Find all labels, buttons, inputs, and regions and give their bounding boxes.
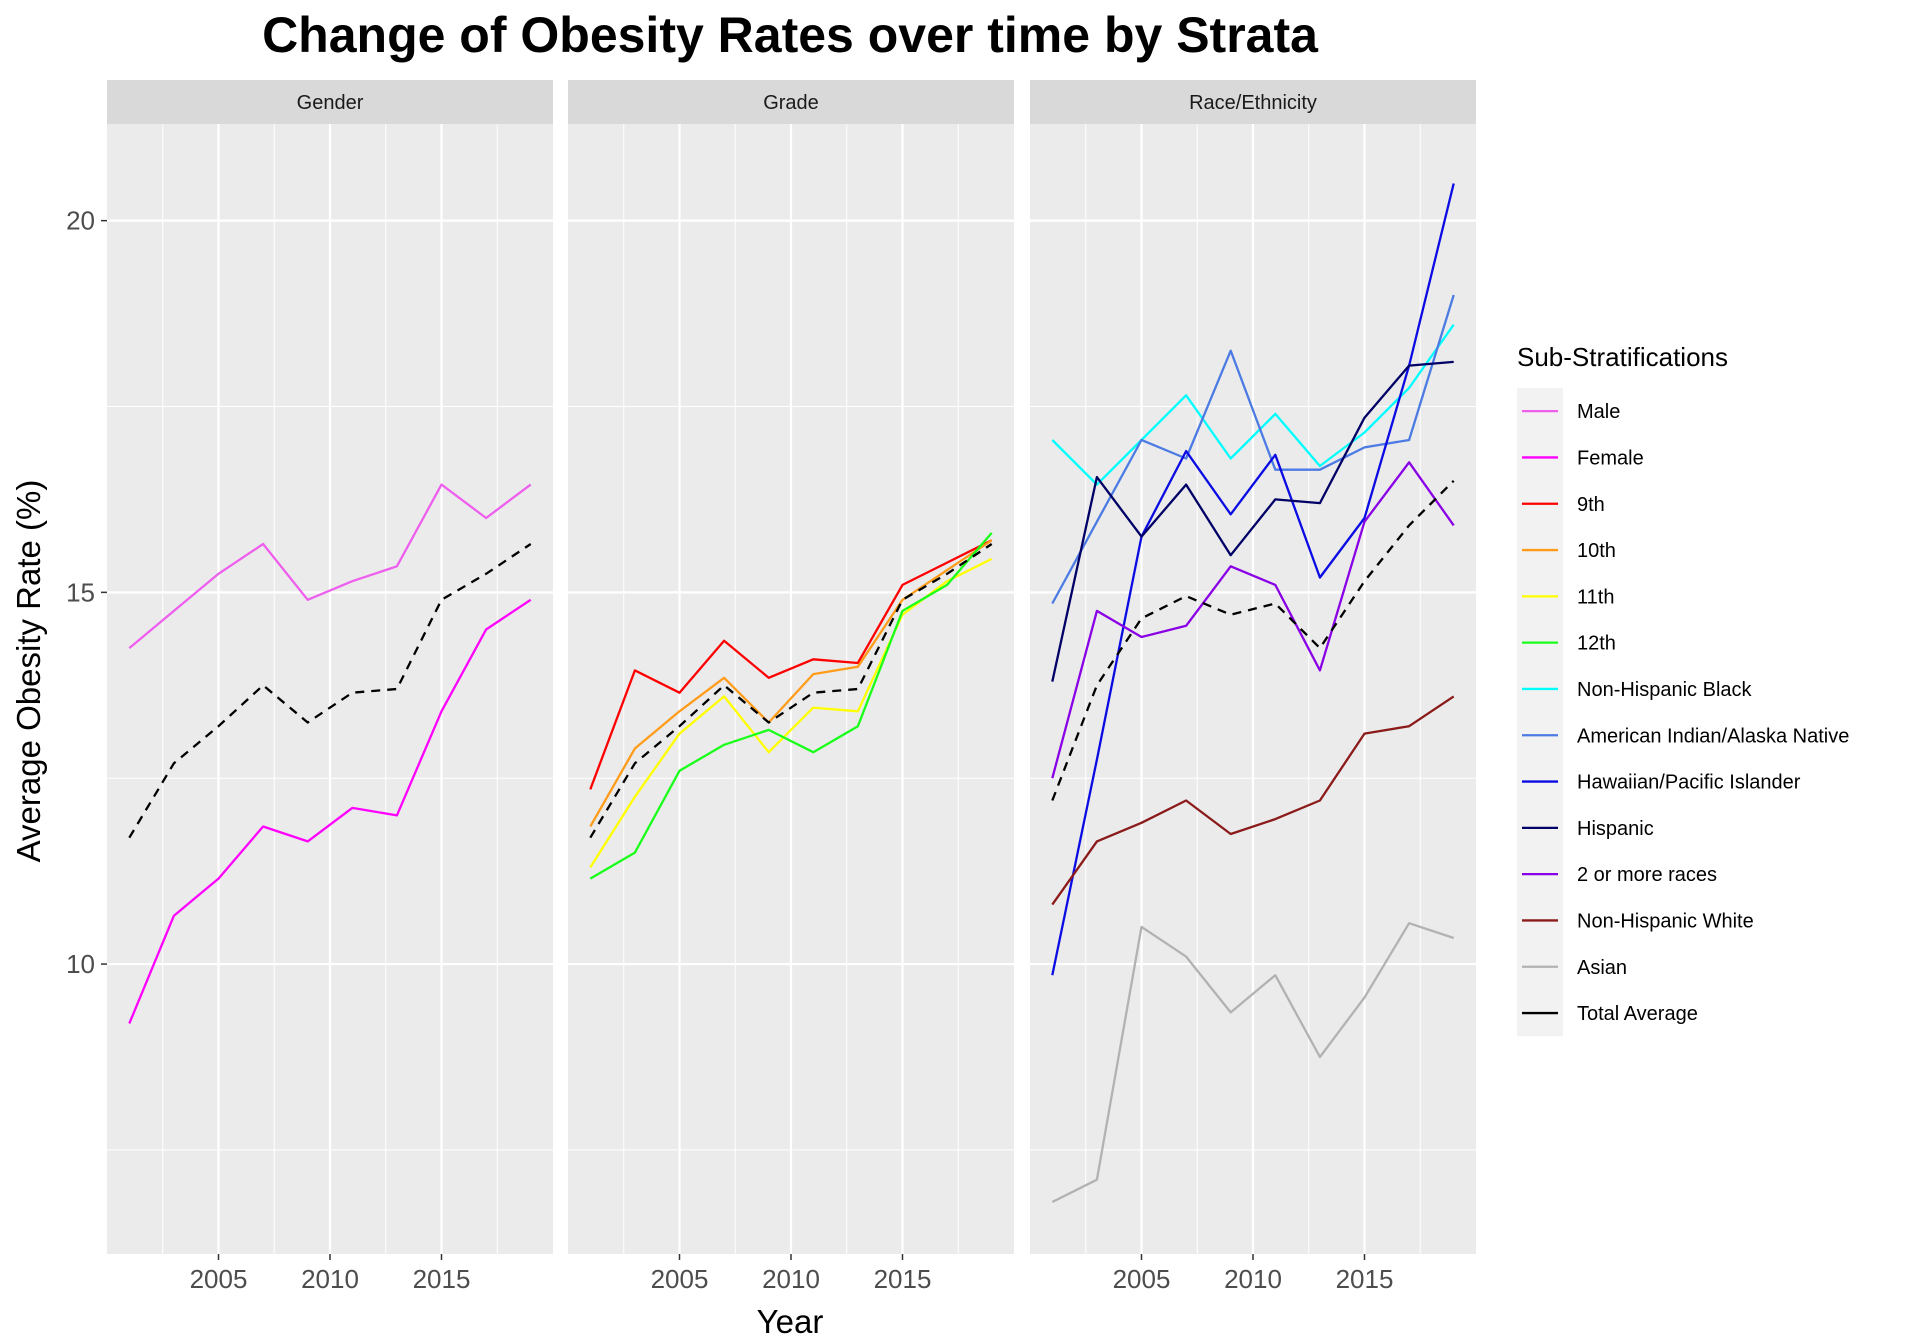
legend-item-hawaiian-pacific-islander: Hawaiian/Pacific Islander — [1522, 772, 1801, 794]
legend-item-11th: 11th — [1522, 586, 1614, 608]
x-tick-label: 2005 — [1113, 1264, 1171, 1294]
legend-item-male: Male — [1522, 401, 1620, 423]
x-tick-label: 2015 — [874, 1264, 932, 1294]
legend-label: 12th — [1577, 633, 1616, 655]
legend-item-non-hispanic-black: Non-Hispanic Black — [1522, 679, 1753, 701]
series-line-asian — [1051, 922, 1455, 1204]
legend-label: Asian — [1577, 957, 1627, 979]
x-tick-label: 2010 — [1224, 1264, 1282, 1294]
series-line-total-average — [1051, 479, 1455, 801]
x-tick-label: 2005 — [651, 1264, 709, 1294]
facet-strip-label: Grade — [763, 92, 819, 114]
legend-key-background — [1517, 388, 1563, 1037]
series-line-total-average — [128, 543, 532, 839]
x-tick-label: 2005 — [190, 1264, 248, 1294]
legend-label: American Indian/Alaska Native — [1577, 725, 1849, 747]
x-tick-label: 2015 — [1336, 1264, 1394, 1294]
legend-item-american-indian-alaska-native: American Indian/Alaska Native — [1522, 725, 1849, 747]
legend-item-12th: 12th — [1522, 633, 1616, 655]
legend-item-10th: 10th — [1522, 540, 1616, 562]
chart-title: Change of Obesity Rates over time by Str… — [262, 7, 1319, 63]
legend-item-asian: Asian — [1522, 957, 1627, 979]
facet-strip — [568, 80, 1014, 124]
legend-label: Female — [1577, 447, 1644, 469]
legend-label: 2 or more races — [1577, 864, 1717, 886]
series-line-non-hispanic-black — [1051, 324, 1455, 486]
legend-label: 9th — [1577, 494, 1605, 516]
legend-item-2-or-more-races: 2 or more races — [1522, 864, 1717, 886]
legend-label: Male — [1577, 401, 1620, 423]
series-line-hawaiian-pacific-islander — [1051, 183, 1455, 976]
series-line-hispanic — [1051, 360, 1454, 682]
facet-panel-gender: Gender 2005 2010 2015 — [107, 80, 553, 1294]
series-line-10th — [589, 539, 993, 828]
series-line-non-hispanic-white — [1051, 695, 1455, 906]
legend-item-female: Female — [1522, 447, 1644, 469]
legend-label: Non-Hispanic White — [1577, 910, 1754, 932]
series-line-9th — [589, 539, 993, 790]
legend-label: Total Average — [1577, 1003, 1698, 1025]
facet-strip-label: Gender — [297, 92, 364, 114]
legend: Sub-Stratifications Male Female 9th 10th 11t… — [1517, 342, 1849, 1037]
legend-item-hispanic: Hispanic — [1522, 818, 1654, 840]
y-tick-label: 10 — [66, 949, 95, 979]
facet-strip — [1030, 80, 1476, 124]
legend-label: Non-Hispanic Black — [1577, 679, 1753, 701]
facet-strip — [107, 80, 553, 124]
legend-item-9th: 9th — [1522, 494, 1605, 516]
y-tick-label: 15 — [66, 577, 95, 607]
x-axis-title: Year — [757, 1303, 824, 1340]
legend-label: 10th — [1577, 540, 1616, 562]
facet-panel-race-ethnicity: Race/Ethnicity 2005 2010 2015 — [1030, 80, 1476, 1294]
legend-label: Hawaiian/Pacific Islander — [1577, 772, 1801, 794]
series-line-12th — [589, 532, 993, 880]
facet-panel-grade: Grade 2005 2010 2015 — [568, 80, 1014, 1294]
series-line-male — [128, 483, 532, 649]
x-tick-label: 2010 — [301, 1264, 359, 1294]
y-axis-title: Average Obesity Rate (%) — [10, 480, 47, 863]
series-line-total-average — [589, 543, 993, 839]
series-line-2-or-more-races — [1051, 461, 1455, 779]
legend-item-non-hispanic-white: Non-Hispanic White — [1522, 910, 1754, 932]
legend-label: 11th — [1577, 586, 1614, 608]
series-line-female — [128, 598, 532, 1024]
x-tick-label: 2010 — [762, 1264, 820, 1294]
facet-strip-label: Race/Ethnicity — [1189, 92, 1317, 114]
legend-label: Hispanic — [1577, 818, 1654, 840]
x-tick-label: 2015 — [413, 1264, 471, 1294]
y-axis: 10 15 20 — [66, 206, 107, 979]
y-tick-label: 20 — [66, 206, 95, 236]
legend-title: Sub-Stratifications — [1517, 342, 1728, 372]
legend-item-total-average: Total Average — [1522, 1003, 1698, 1025]
